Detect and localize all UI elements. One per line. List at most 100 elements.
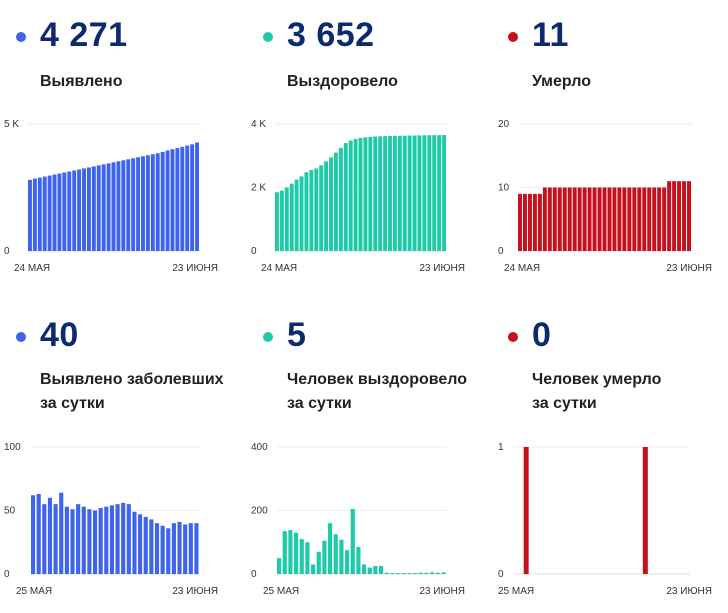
x-end-label: 23 ИЮНЯ — [666, 586, 712, 597]
bar — [31, 495, 36, 574]
bar — [363, 137, 368, 251]
bar — [53, 504, 58, 574]
daily-detected-dot-icon — [16, 332, 26, 342]
bar — [316, 551, 321, 574]
bar — [294, 179, 299, 251]
bar — [279, 190, 284, 251]
bar — [155, 153, 160, 251]
detected-chart: 0 5 K 24 МАЯ 23 ИЮНЯ — [4, 119, 218, 274]
bar — [86, 167, 91, 251]
bar — [587, 187, 592, 251]
y-tick-label: 10 — [498, 183, 510, 194]
daily-died-chart: 0 1 25 МАЯ 23 ИЮНЯ — [498, 442, 712, 597]
y-tick-label: 0 — [498, 569, 504, 580]
x-start-label: 24 МАЯ — [261, 263, 297, 274]
bar — [557, 187, 562, 251]
bar — [111, 162, 116, 251]
bar — [329, 157, 333, 251]
bar — [552, 187, 557, 251]
bar — [324, 161, 329, 251]
bar — [57, 173, 62, 251]
bar — [311, 564, 316, 574]
bar — [106, 163, 111, 251]
bar — [373, 566, 378, 574]
bar — [567, 187, 572, 251]
bar — [141, 156, 145, 251]
bar — [32, 178, 37, 251]
bar — [412, 135, 417, 251]
bar — [537, 193, 542, 251]
recovered-dot-icon — [263, 32, 273, 42]
bar — [384, 572, 389, 574]
bar — [430, 572, 435, 574]
bar — [441, 572, 446, 574]
x-end-label: 23 ИЮНЯ — [666, 263, 712, 274]
bar — [70, 509, 75, 574]
bar — [131, 158, 136, 251]
bar — [126, 159, 131, 251]
bar — [154, 523, 160, 574]
bar — [87, 509, 92, 574]
bar — [652, 187, 657, 251]
y-tick-label: 1 — [498, 442, 504, 453]
bar — [682, 181, 687, 251]
bar — [299, 176, 304, 251]
bar — [277, 558, 282, 574]
daily-detected-chart: 0 50 100 25 МАЯ 23 ИЮНЯ — [4, 442, 218, 597]
daily-recovered-label-line1: Человек выздоровело — [287, 371, 468, 388]
bar — [67, 171, 72, 251]
daily-detected-value: 40 — [40, 316, 79, 354]
bar — [177, 521, 182, 574]
bar — [442, 135, 446, 251]
daily-recovered-dot-icon — [263, 332, 273, 342]
bar — [562, 187, 567, 251]
daily-recovered-value: 5 — [287, 316, 307, 354]
y-tick-label: 0 — [4, 569, 10, 580]
bar — [175, 148, 180, 251]
died-chart: 0 10 20 24 МАЯ 23 ИЮНЯ — [498, 119, 712, 274]
bar — [115, 504, 120, 574]
bar — [275, 192, 279, 251]
bar — [98, 507, 103, 574]
bar — [59, 492, 64, 574]
bar — [348, 140, 353, 251]
bar — [345, 550, 350, 574]
bar — [62, 172, 67, 251]
bar — [282, 531, 287, 574]
bar — [418, 572, 423, 574]
daily-recovered-chart: 0 200 400 25 МАЯ 23 ИЮНЯ — [251, 442, 465, 597]
bar — [527, 193, 532, 251]
bar — [284, 187, 289, 251]
bar — [82, 168, 86, 251]
bar — [647, 187, 652, 251]
bar — [305, 542, 310, 574]
bar — [637, 187, 642, 251]
bar — [432, 135, 437, 251]
bar — [592, 187, 597, 251]
bar — [77, 169, 82, 251]
bar — [126, 504, 131, 574]
bar — [353, 138, 358, 251]
bar — [379, 566, 384, 574]
x-start-label: 24 МАЯ — [504, 263, 540, 274]
bar — [309, 170, 314, 251]
bar — [358, 137, 363, 251]
bar — [47, 175, 52, 251]
bar — [109, 505, 114, 574]
bar — [687, 181, 691, 251]
bar — [597, 187, 602, 251]
bar — [612, 187, 617, 251]
bar — [160, 151, 165, 251]
daily-died-dot-icon — [508, 332, 518, 342]
x-start-label: 25 МАЯ — [16, 586, 52, 597]
x-start-label: 25 МАЯ — [263, 586, 299, 597]
bar — [299, 539, 304, 574]
bar — [424, 572, 429, 574]
bar — [667, 181, 672, 251]
bar — [547, 187, 552, 251]
bar — [42, 176, 47, 251]
bar — [437, 135, 442, 251]
bar — [47, 497, 53, 574]
bar — [522, 193, 527, 251]
bar — [582, 187, 587, 251]
